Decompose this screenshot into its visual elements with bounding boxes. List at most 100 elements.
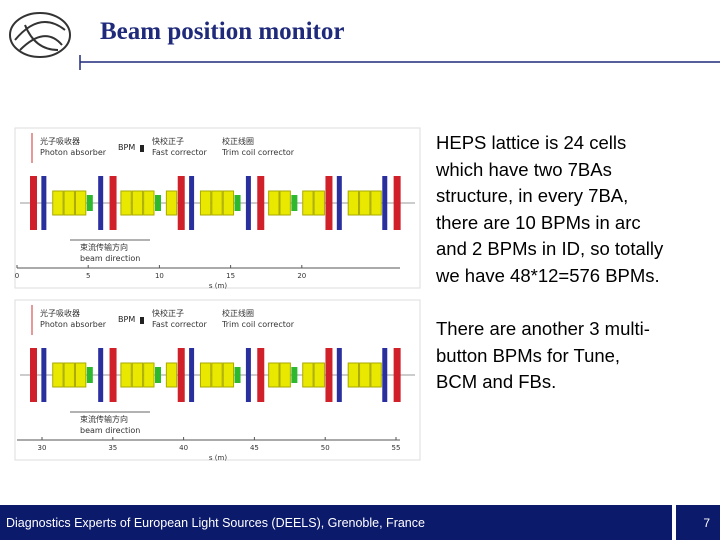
- dipole: [177, 176, 185, 230]
- dipole: [325, 176, 333, 230]
- tick-label: 20: [297, 272, 306, 280]
- corrector: [382, 348, 388, 402]
- quadrupole: [222, 190, 235, 216]
- figure-label: Fast corrector: [152, 320, 208, 329]
- figure-label: Trim coil corrector: [221, 320, 295, 329]
- quadrupole: [63, 190, 75, 216]
- tick-label: 30: [38, 444, 47, 452]
- quadrupole: [211, 190, 223, 216]
- dipole: [257, 348, 265, 402]
- figure-label: 校正线圈: [222, 308, 254, 318]
- dipole: [257, 176, 265, 230]
- corrector: [41, 176, 47, 230]
- quadrupole: [370, 362, 382, 388]
- dipole: [393, 176, 401, 230]
- text-line: BCM and FBs.: [436, 371, 557, 393]
- sextupole: [86, 367, 93, 383]
- figure-label: 快校正子: [152, 308, 184, 318]
- quadrupole: [131, 362, 144, 388]
- axis-label: s (m): [209, 454, 227, 462]
- text-line: HEPS lattice is 24 cells: [436, 132, 627, 153]
- lattice-figures: 光子吸收器 Photon absorber BPM 快校正子 Fast correcto…: [14, 127, 421, 462]
- quadrupole: [302, 362, 314, 388]
- figure-label: 光子吸收器: [40, 136, 80, 146]
- quadrupole: [143, 362, 155, 388]
- figure-label: 束流传输方向: [80, 242, 128, 252]
- quadrupole: [131, 190, 144, 216]
- quadrupole: [347, 362, 360, 388]
- quadrupole: [313, 362, 325, 388]
- slide-title: Beam position monitor: [100, 18, 345, 45]
- figure-label: 光子吸收器: [40, 308, 80, 318]
- tick-label: 0: [15, 272, 19, 280]
- quadrupole: [302, 190, 314, 216]
- quadrupole: [199, 190, 212, 216]
- paragraph: There are another 3 multi-button BPMs fo…: [436, 316, 663, 396]
- tick-label: 40: [179, 444, 188, 452]
- dipole: [393, 348, 401, 402]
- footer-bar: Diagnostics Experts of European Light So…: [0, 505, 672, 540]
- bpm-icon: [140, 317, 144, 324]
- corrector: [336, 176, 342, 230]
- quadrupole: [52, 362, 64, 388]
- quadrupole: [165, 190, 178, 216]
- tick-label: 35: [108, 444, 117, 452]
- text-line: structure, in every 7BA,: [436, 185, 629, 207]
- quadrupole: [347, 190, 360, 216]
- quadrupole: [359, 362, 371, 388]
- quadrupole: [143, 190, 155, 216]
- figure-label: beam direction: [80, 426, 140, 435]
- sextupole: [155, 367, 161, 383]
- quadrupole: [222, 362, 235, 388]
- quadrupole: [370, 190, 382, 216]
- corrector: [41, 348, 47, 402]
- quadrupole: [74, 362, 87, 388]
- tick-label: 50: [321, 444, 330, 452]
- quadrupole: [52, 190, 64, 216]
- dipole: [30, 348, 37, 402]
- dipole: [30, 176, 37, 230]
- corrector: [382, 176, 388, 230]
- quadrupole: [268, 190, 280, 216]
- figure-label: BPM: [118, 315, 135, 324]
- text-line: button BPMs for Tune,: [436, 344, 621, 366]
- quadrupole: [199, 362, 212, 388]
- quadrupole: [268, 362, 280, 388]
- page-box: 7: [676, 505, 720, 540]
- tick-label: 45: [250, 444, 259, 452]
- corrector: [98, 348, 104, 402]
- paragraph: HEPS lattice is 24 cells which have two 7…: [436, 130, 663, 290]
- sextupole: [234, 195, 241, 211]
- quadrupole: [165, 362, 178, 388]
- quadrupole: [359, 190, 371, 216]
- text-line: there are 10 BPMs in arc: [436, 211, 641, 233]
- axis-label: s (m): [209, 282, 227, 290]
- figure-label: Photon absorber: [40, 148, 107, 157]
- text-line: we have 48*12=576 BPMs.: [436, 264, 660, 286]
- figure-label: Photon absorber: [40, 320, 107, 329]
- sextupole: [291, 195, 298, 211]
- quadrupole: [120, 362, 132, 388]
- corrector: [98, 176, 104, 230]
- dipole: [177, 348, 185, 402]
- figure-label: Trim coil corrector: [221, 148, 295, 157]
- tick-label: 55: [392, 444, 401, 452]
- figure-label: 快校正子: [152, 136, 184, 146]
- bpm-icon: [140, 145, 144, 152]
- corrector: [189, 348, 195, 402]
- figure-label: BPM: [118, 143, 135, 152]
- body-text: HEPS lattice is 24 cells which have two 7…: [436, 130, 663, 423]
- quadrupole: [74, 190, 87, 216]
- corrector: [189, 176, 195, 230]
- figure-label: 束流传输方向: [80, 414, 128, 424]
- page-number: 7: [703, 516, 710, 530]
- quadrupole: [279, 190, 291, 216]
- sextupole: [291, 367, 298, 383]
- figure-label: Fast corrector: [152, 148, 208, 157]
- sextupole: [155, 195, 161, 211]
- quadrupole: [63, 362, 75, 388]
- quadrupole: [279, 362, 291, 388]
- tick-label: 15: [226, 272, 235, 280]
